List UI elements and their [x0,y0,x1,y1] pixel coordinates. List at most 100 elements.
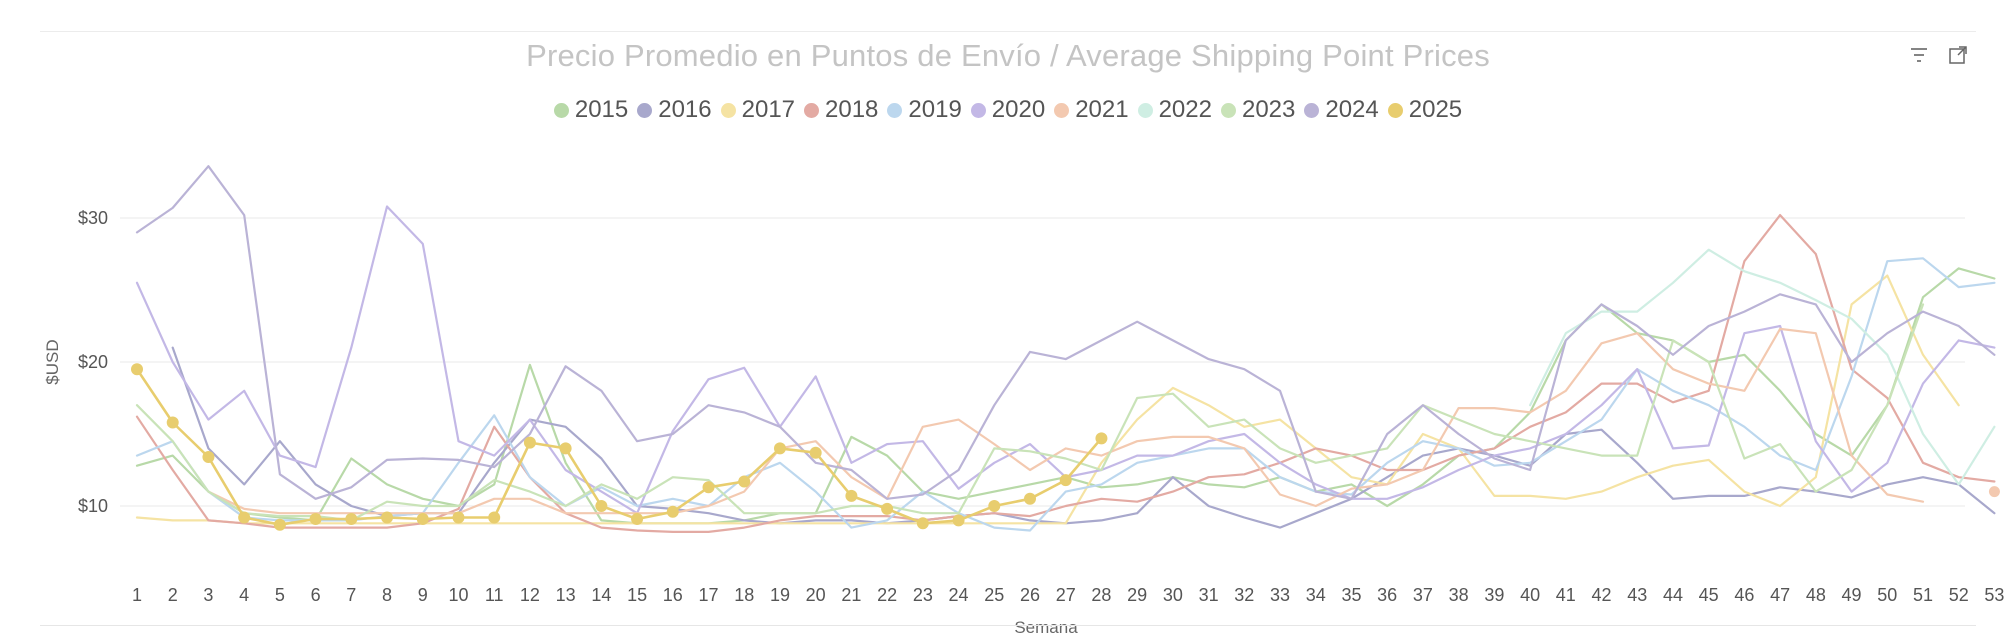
legend-swatch [1054,102,1070,118]
x-tick-label: 15 [627,585,647,605]
chart-legend: 2015 2016 2017 2018 2019 2020 2021 2022 2023 2024… [0,96,2016,124]
legend-swatch [887,102,903,118]
data-point-2025 [595,500,608,512]
x-tick-label: 17 [699,585,719,605]
x-tick-label: 38 [1449,585,1469,605]
data-point-2025 [773,442,786,455]
series-line-2019 [135,257,1996,532]
x-tick-label: 18 [734,585,754,605]
legend-label: 2017 [741,96,796,123]
x-tick-label: 19 [770,585,790,605]
y-axis-title: $USD [43,339,62,384]
x-tick-label: 35 [1341,585,1361,605]
data-point-2025 [131,363,143,376]
x-tick-label: 40 [1520,585,1540,605]
series-line-2023 [135,303,1925,522]
y-tick-label: $30 [78,208,108,228]
data-point-2025 [881,502,894,515]
top-divider [40,31,1976,32]
legend-label: 2022 [1158,96,1212,123]
legend-swatch [720,102,736,118]
x-tick-label: 26 [1020,585,1040,605]
x-tick-label: 42 [1592,585,1612,605]
legend-item-2018[interactable]: 2018 [804,96,878,124]
legend-label: 2021 [1075,96,1129,123]
chart-title: Precio Promedio en Puntos de Envío / Ave… [526,38,1490,73]
series-line-2022 [1529,248,1996,486]
expand-icon[interactable] [1945,42,1971,68]
x-tick-label: 10 [448,585,468,605]
legend-item-2020[interactable]: 2020 [970,96,1045,124]
x-tick-label: 4 [239,585,249,605]
filter-icon[interactable] [1906,42,1932,68]
x-tick-label: 53 [1984,585,2004,605]
data-point-2025 [273,518,286,531]
x-tick-label: 14 [591,585,611,605]
x-tick-label: 52 [1949,585,1969,605]
x-tick-label: 39 [1484,585,1504,605]
data-point-2025 [345,512,358,525]
x-tick-label: 22 [877,585,897,605]
data-point-2025 [166,416,179,429]
x-tick-label: 37 [1413,585,1433,605]
data-point-2025 [952,514,965,527]
x-tick-label: 51 [1913,585,1933,605]
x-tick-label: 50 [1877,585,1897,605]
y-tick-label: $20 [78,352,108,372]
data-point-2025 [488,511,501,524]
legend-swatch [804,102,820,118]
x-tick-label: 7 [346,585,356,605]
data-point-2025 [631,512,644,525]
x-tick-label: 34 [1306,585,1326,605]
data-point-2025 [309,512,322,525]
data-point-2025 [1024,492,1036,505]
x-tick-label: 23 [913,585,933,605]
legend-item-2017[interactable]: 2017 [720,96,796,124]
legend-item-2025[interactable]: 2025 [1387,96,1462,124]
x-tick-label: 13 [556,585,576,605]
series-line-2017 [135,274,1960,525]
x-tick-label: 11 [485,585,504,605]
data-point-2025 [559,442,572,455]
legend-item-2021[interactable]: 2021 [1054,96,1129,124]
legend-label: 2015 [574,96,629,123]
data-point-2025 [202,451,215,464]
x-tick-label: 28 [1091,585,1111,605]
legend-swatch [553,102,569,118]
x-tick-label: 1 [132,585,142,605]
legend-swatch [970,102,986,118]
data-point-2025 [523,436,536,449]
x-tick-label: 32 [1234,585,1254,605]
x-tick-label: 45 [1699,585,1719,605]
legend-item-2015[interactable]: 2015 [553,96,629,124]
x-tick-label: 2 [168,585,178,605]
legend-item-2024[interactable]: 2024 [1304,96,1379,124]
x-tick-label: 48 [1806,585,1826,605]
x-tick-label: 43 [1627,585,1647,605]
legend-label: 2024 [1325,96,1379,123]
data-point-2025 [452,511,465,524]
x-tick-label: 46 [1734,585,1754,605]
data-point-2025 [845,489,858,502]
x-axis-title: Semana [1014,618,1078,637]
x-tick-label: 5 [275,585,285,605]
data-point-2025 [1059,474,1072,487]
legend-item-2019[interactable]: 2019 [887,96,962,124]
legend-label: 2019 [908,96,962,123]
x-tick-label: 29 [1127,585,1147,605]
legend-item-2016[interactable]: 2016 [637,96,712,124]
legend-swatch [637,102,653,118]
legend-item-2022[interactable]: 2022 [1137,96,1212,124]
legend-item-2023[interactable]: 2023 [1220,96,1296,124]
legend-swatch [1387,102,1403,118]
data-point-2025 [381,511,394,524]
data-point-2025 [702,481,715,494]
x-tick-label: 31 [1199,585,1219,605]
x-tick-label: 8 [382,585,392,605]
data-point-2025 [416,512,429,525]
data-point-2021 [1988,486,2000,498]
legend-label: 2023 [1241,96,1296,123]
x-tick-label: 41 [1556,585,1576,605]
x-tick-label: 47 [1770,585,1790,605]
